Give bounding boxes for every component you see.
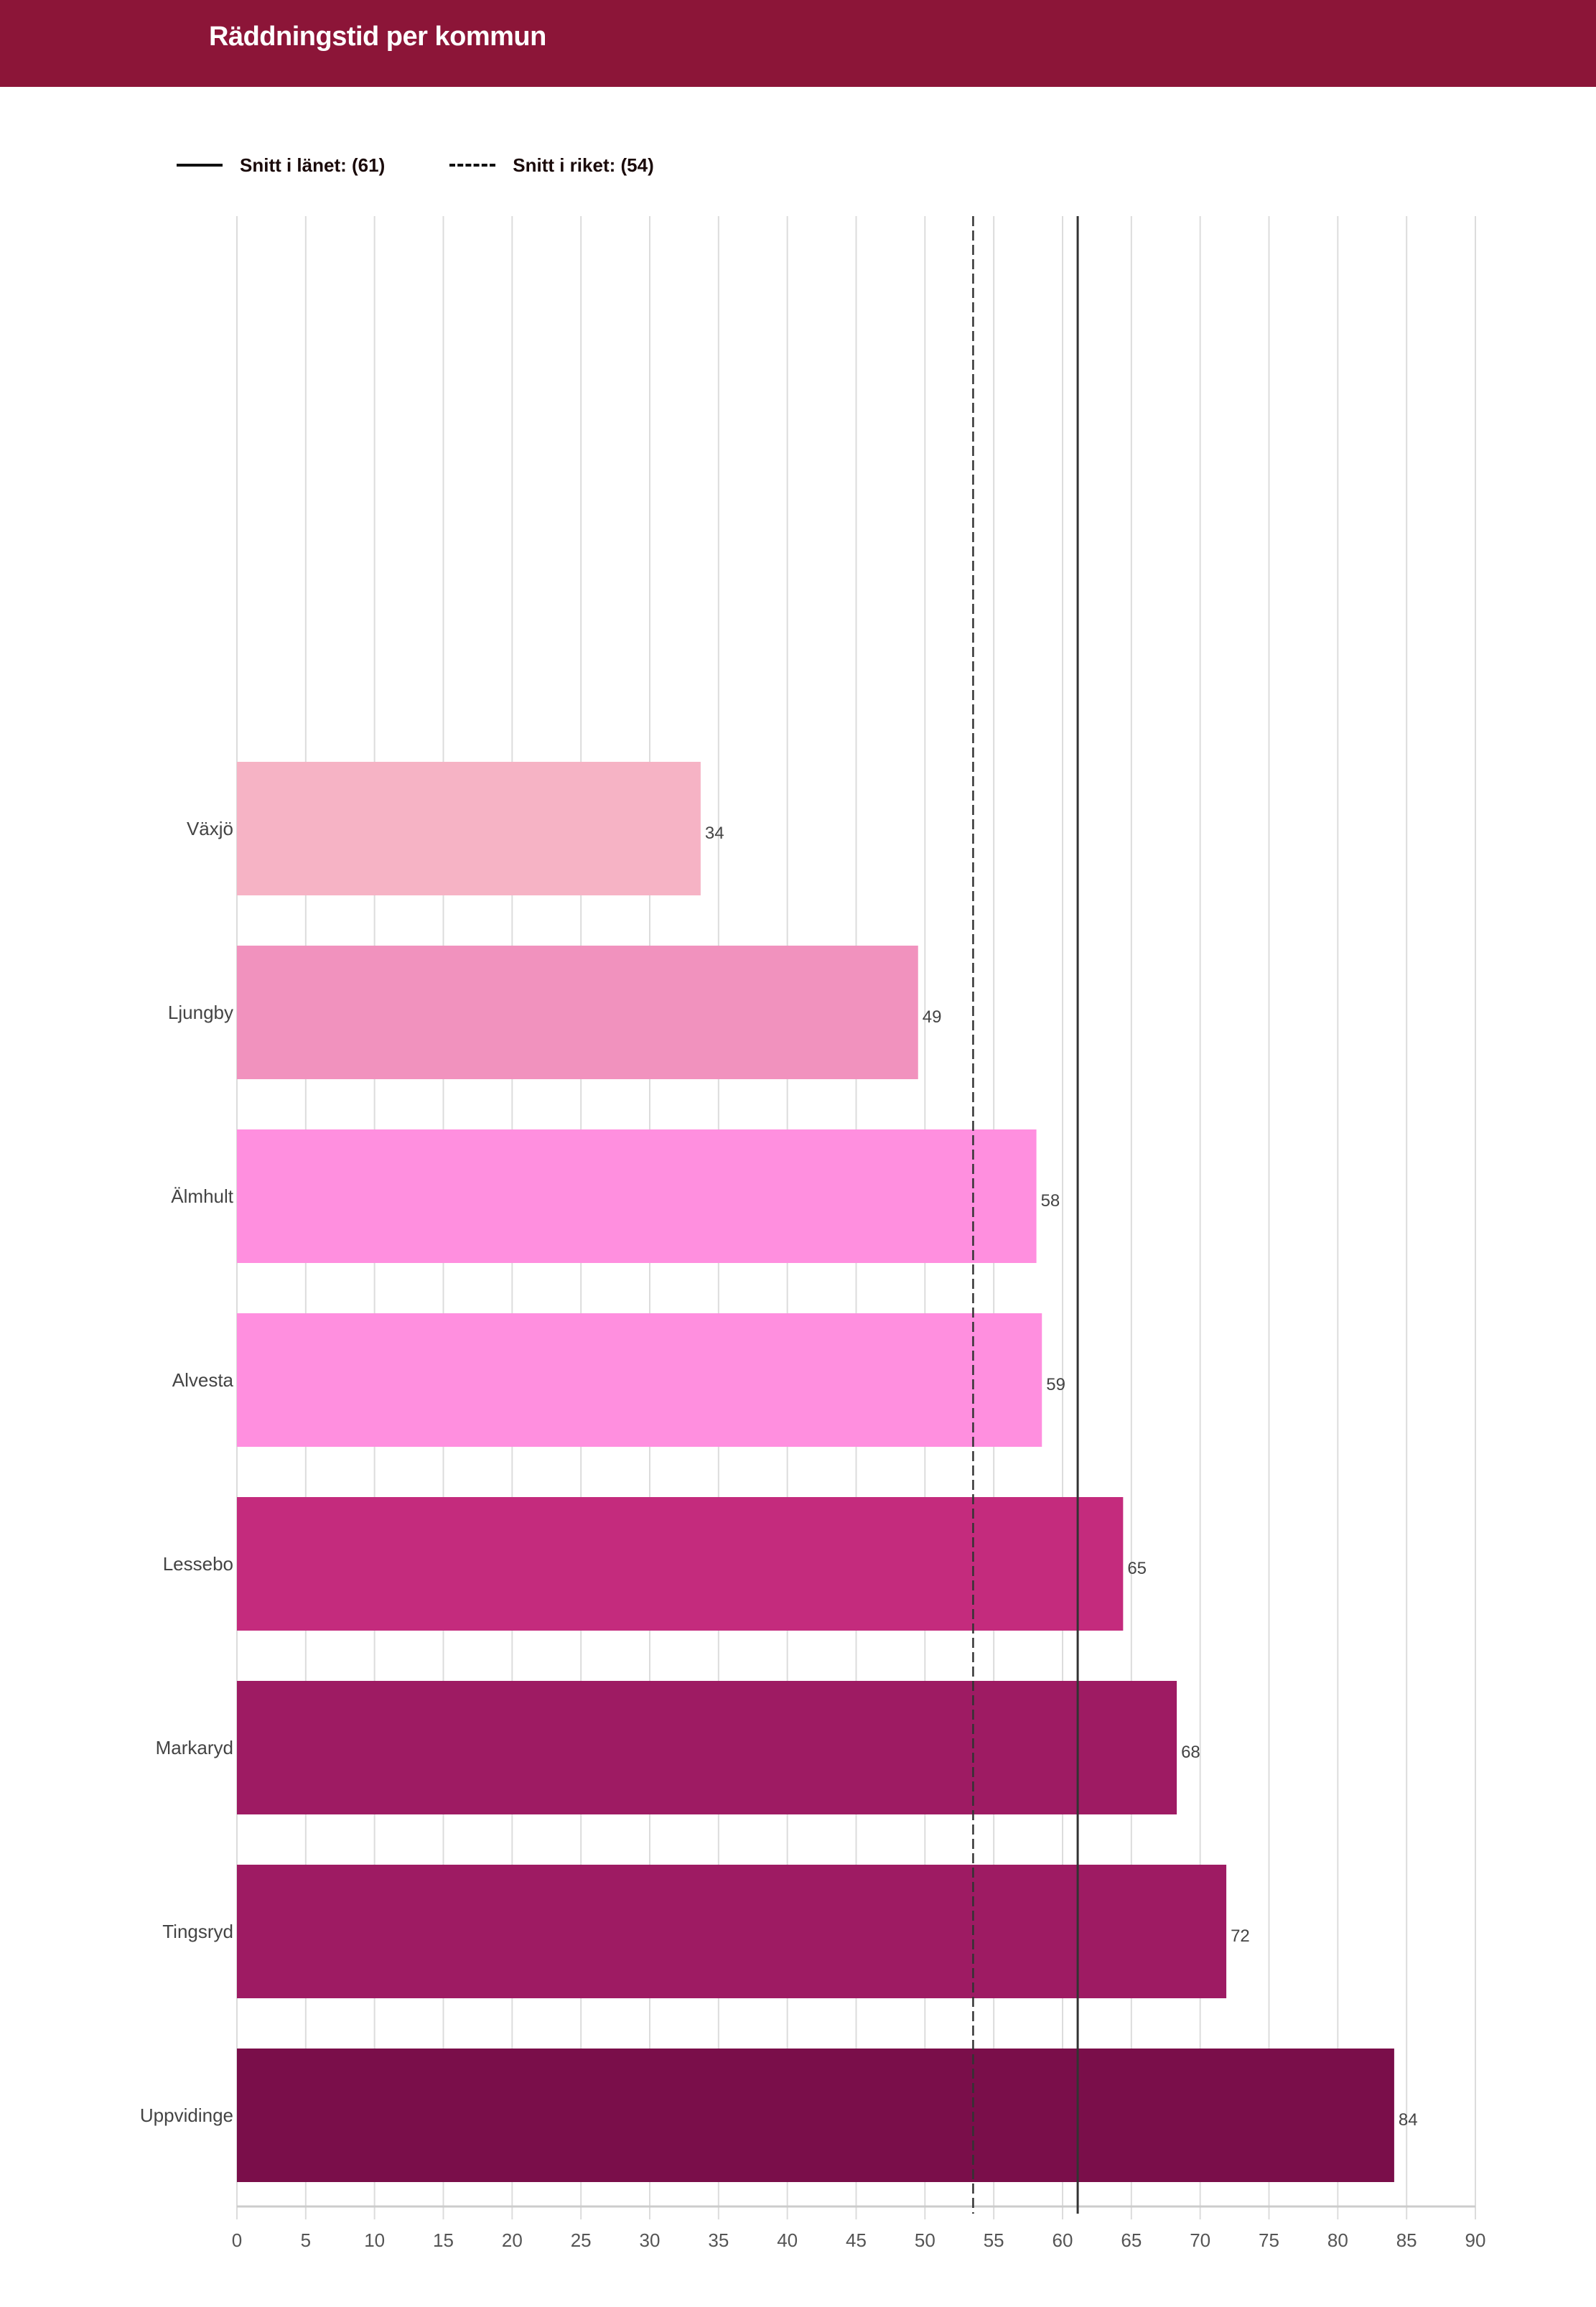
category-label: Lessebo	[163, 1553, 233, 1575]
x-tick-label: 70	[1190, 2229, 1210, 2251]
legend-item-riket: Snitt i riket: (54)	[449, 154, 654, 177]
bar-ljungby	[237, 946, 918, 1079]
solid-line-icon	[177, 164, 223, 167]
bar-lessebo	[237, 1497, 1124, 1631]
x-tick-label: 60	[1053, 2229, 1073, 2251]
bar-växjö	[237, 762, 701, 895]
data-label: 49	[923, 1007, 942, 1027]
category-label: Alvesta	[172, 1369, 234, 1391]
header-bar: Räddningstid per kommun	[0, 0, 1596, 87]
category-label: Växjö	[187, 818, 233, 839]
bar-markaryd	[237, 1681, 1177, 1814]
dashed-line-icon	[449, 164, 496, 167]
data-label: 59	[1046, 1375, 1065, 1394]
legend: Snitt i länet: (61) Snitt i riket: (54)	[177, 151, 719, 180]
bar-uppvidinge	[237, 2049, 1394, 2182]
x-tick-label: 10	[364, 2229, 385, 2251]
bar-tingsryd	[237, 1865, 1227, 1998]
category-label: Tingsryd	[162, 1921, 233, 1942]
category-label: Älmhult	[171, 1185, 233, 1207]
x-tick-label: 75	[1259, 2229, 1279, 2251]
x-tick-label: 45	[846, 2229, 867, 2251]
data-label: 84	[1399, 2110, 1418, 2130]
category-label: Uppvidinge	[140, 2105, 233, 2126]
x-tick-label: 30	[640, 2229, 661, 2251]
x-tick-label: 5	[301, 2229, 311, 2251]
x-tick-label: 50	[915, 2229, 935, 2251]
x-tick-label: 20	[502, 2229, 523, 2251]
x-tick-label: 15	[433, 2229, 454, 2251]
bar-alvesta	[237, 1313, 1042, 1447]
category-label: Markaryd	[156, 1737, 233, 1758]
x-tick-label: 35	[708, 2229, 729, 2251]
x-tick-label: 90	[1465, 2229, 1486, 2251]
x-tick-label: 55	[984, 2229, 1004, 2251]
x-tick-label: 25	[571, 2229, 592, 2251]
x-tick-label: 40	[777, 2229, 798, 2251]
x-tick-label: 85	[1396, 2229, 1417, 2251]
legend-label: Snitt i länet: (61)	[240, 154, 386, 176]
data-label: 72	[1231, 1926, 1250, 1946]
bar-älmhult	[237, 1129, 1037, 1263]
x-tick-label: 0	[232, 2229, 242, 2251]
x-tick-label: 65	[1121, 2229, 1142, 2251]
data-label: 58	[1041, 1191, 1060, 1211]
data-label: 68	[1181, 1743, 1200, 1762]
legend-item-lan: Snitt i länet: (61)	[177, 154, 385, 177]
data-label: 65	[1127, 1559, 1147, 1578]
data-label: 34	[705, 824, 724, 843]
legend-label: Snitt i riket: (54)	[513, 154, 654, 176]
category-label: Ljungby	[168, 1002, 233, 1023]
x-tick-label: 80	[1327, 2229, 1348, 2251]
chart-title: Räddningstid per kommun	[209, 22, 546, 52]
